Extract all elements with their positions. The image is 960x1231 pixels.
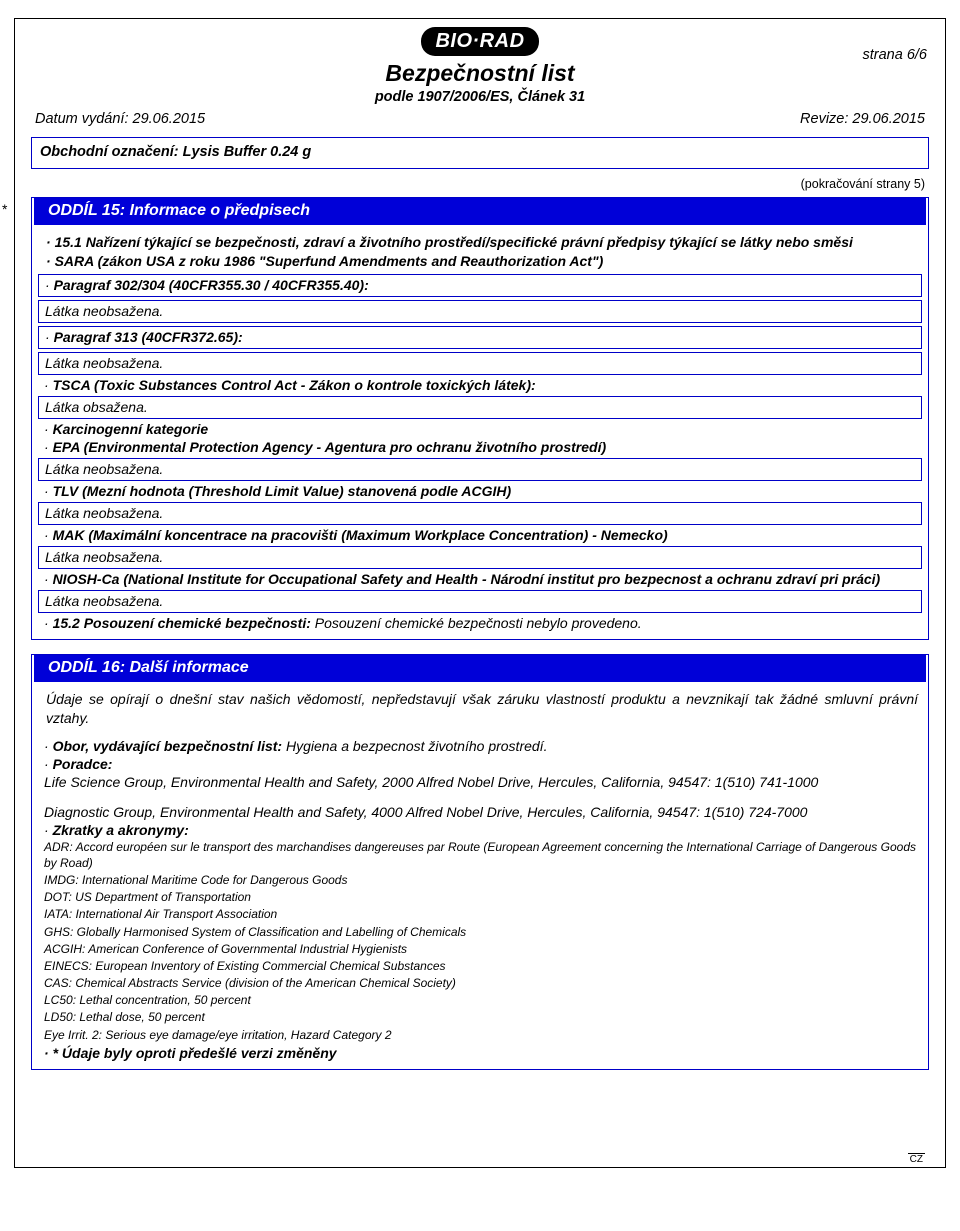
row-paragraf-313: · Paragraf 313 (40CFR372.65): <box>38 326 922 349</box>
acronym-line: IATA: International Air Transport Associ… <box>44 906 916 922</box>
acronym-line: LC50: Lethal concentration, 50 percent <box>44 992 916 1008</box>
row-label: Paragraf 302/304 (40CFR355.30 / 40CFR355… <box>54 277 369 293</box>
country-code: CZ <box>908 1153 925 1165</box>
row-label: EPA (Environmental Protection Agency - A… <box>53 439 607 455</box>
section-15-header: ODDÍL 15: Informace o předpisech <box>34 198 926 225</box>
row-paragraf-302: · Paragraf 302/304 (40CFR355.30 / 40CFR3… <box>38 274 922 297</box>
row-niosh: · NIOSH-Ca (National Institute for Occup… <box>44 571 916 587</box>
acronym-line: IMDG: International Maritime Code for Da… <box>44 872 916 888</box>
section-15: ODDÍL 15: Informace o předpisech 15.1 Na… <box>31 197 929 640</box>
row-label: TSCA (Toxic Substances Control Act - Zák… <box>53 377 536 393</box>
page-number: strana 6/6 <box>863 47 928 63</box>
row-mak: · MAK (Maximální koncentrace na pracoviš… <box>44 527 916 543</box>
row-tlv: · TLV (Mezní hodnota (Threshold Limit Va… <box>44 483 916 499</box>
acronym-line: LD50: Lethal dose, 50 percent <box>44 1009 916 1025</box>
logo-area: BIO·RAD <box>15 27 945 56</box>
para-sara: SARA (zákon USA z roku 1986 "Superfund A… <box>46 252 918 271</box>
row-tlv-val: Látka neobsažena. <box>38 502 922 525</box>
row-value: Látka obsažena. <box>45 399 148 415</box>
product-box: Obchodní označení: Lysis Buffer 0.24 g <box>31 137 929 169</box>
row-label: MAK (Maximální koncentrace na pracovišti… <box>53 527 668 543</box>
product-label: Obchodní označení: Lysis Buffer 0.24 g <box>40 144 311 160</box>
section-15-body: 15.1 Nařízení týkající se bezpečnosti, z… <box>32 225 928 271</box>
revision-date: Revize: 29.06.2015 <box>800 111 925 127</box>
row-paragraf-313-val: Látka neobsažena. <box>38 352 922 375</box>
row-value: Látka neobsažena. <box>45 355 163 371</box>
section-16-body: Údaje se opírají o dnešní stav našich vě… <box>32 682 928 728</box>
row-poradce: · Poradce: <box>44 756 916 772</box>
zkratky-label: Zkratky a akronymy: <box>53 822 189 838</box>
row-label: Karcinogenní kategorie <box>53 421 209 437</box>
change-star-icon: * <box>2 201 7 217</box>
brand-logo: BIO·RAD <box>421 27 538 56</box>
acronym-line: CAS: Chemical Abstracts Service (divisio… <box>44 975 916 991</box>
acronym-line: ACGIH: American Conference of Government… <box>44 941 916 957</box>
acronym-line: Eye Irrit. 2: Serious eye damage/eye irr… <box>44 1027 916 1043</box>
acronym-line: GHS: Globally Harmonised System of Class… <box>44 924 916 940</box>
poradce-1: Life Science Group, Environmental Health… <box>44 774 916 790</box>
row-value: Látka neobsažena. <box>45 593 163 609</box>
continuation-note: (pokračování strany 5) <box>15 177 925 191</box>
row-epa: · EPA (Environmental Protection Agency -… <box>44 439 916 455</box>
row-karcinogenni: · Karcinogenní kategorie <box>44 421 916 437</box>
doc-subtitle: podle 1907/2006/ES, Článek 31 <box>15 89 945 105</box>
row-value: Látka neobsažena. <box>45 461 163 477</box>
obor-val: Hygiena a bezpecnost životního prostredí… <box>282 738 547 754</box>
meta-row: Datum vydání: 29.06.2015 Revize: 29.06.2… <box>15 105 945 137</box>
para-15-1: 15.1 Nařízení týkající se bezpečnosti, z… <box>46 233 918 252</box>
doc-title: Bezpečnostní list <box>15 60 945 87</box>
section-16-header: ODDÍL 16: Další informace <box>34 655 926 682</box>
para-15-2-label: 15.2 Posouzení chemické bezpečnosti: <box>53 615 311 631</box>
obor-label: Obor, vydávající bezpečnostní list: <box>53 738 283 754</box>
para-15-2: · 15.2 Posouzení chemické bezpečnosti: P… <box>44 615 916 631</box>
row-paragraf-302-val: Látka neobsažena. <box>38 300 922 323</box>
row-value: Látka neobsažena. <box>45 505 163 521</box>
acronym-line: DOT: US Department of Transportation <box>44 889 916 905</box>
issue-date: Datum vydání: 29.06.2015 <box>35 111 205 127</box>
row-epa-val: Látka neobsažena. <box>38 458 922 481</box>
row-obor: · Obor, vydávající bezpečnostní list: Hy… <box>44 738 916 754</box>
row-tsca-val: Látka obsažena. <box>38 396 922 419</box>
changed-note: * Údaje byly oproti předešlé verzi změně… <box>44 1045 916 1061</box>
row-tsca: · TSCA (Toxic Substances Control Act - Z… <box>44 377 916 393</box>
row-label: Paragraf 313 (40CFR372.65): <box>54 329 243 345</box>
poradce-label: Poradce: <box>53 756 113 772</box>
row-value: Látka neobsažena. <box>45 303 163 319</box>
para-15-2-val: Posouzení chemické bezpečnosti nebylo pr… <box>311 615 642 631</box>
row-label: NIOSH-Ca (National Institute for Occupat… <box>53 571 881 587</box>
row-zkratky: · Zkratky a akronymy: <box>44 822 916 838</box>
document-page: strana 6/6 BIO·RAD Bezpečnostní list pod… <box>14 18 946 1168</box>
section-16-intro: Údaje se opírají o dnešní stav našich vě… <box>46 690 918 728</box>
section-16: ODDÍL 16: Další informace Údaje se opíra… <box>31 654 929 1070</box>
row-mak-val: Látka neobsažena. <box>38 546 922 569</box>
row-niosh-val: Látka neobsažena. <box>38 590 922 613</box>
acronym-line: ADR: Accord européen sur le transport de… <box>44 839 916 871</box>
row-label: TLV (Mezní hodnota (Threshold Limit Valu… <box>53 483 512 499</box>
acronym-line: EINECS: European Inventory of Existing C… <box>44 958 916 974</box>
row-value: Látka neobsažena. <box>45 549 163 565</box>
poradce-2: Diagnostic Group, Environmental Health a… <box>44 804 916 820</box>
